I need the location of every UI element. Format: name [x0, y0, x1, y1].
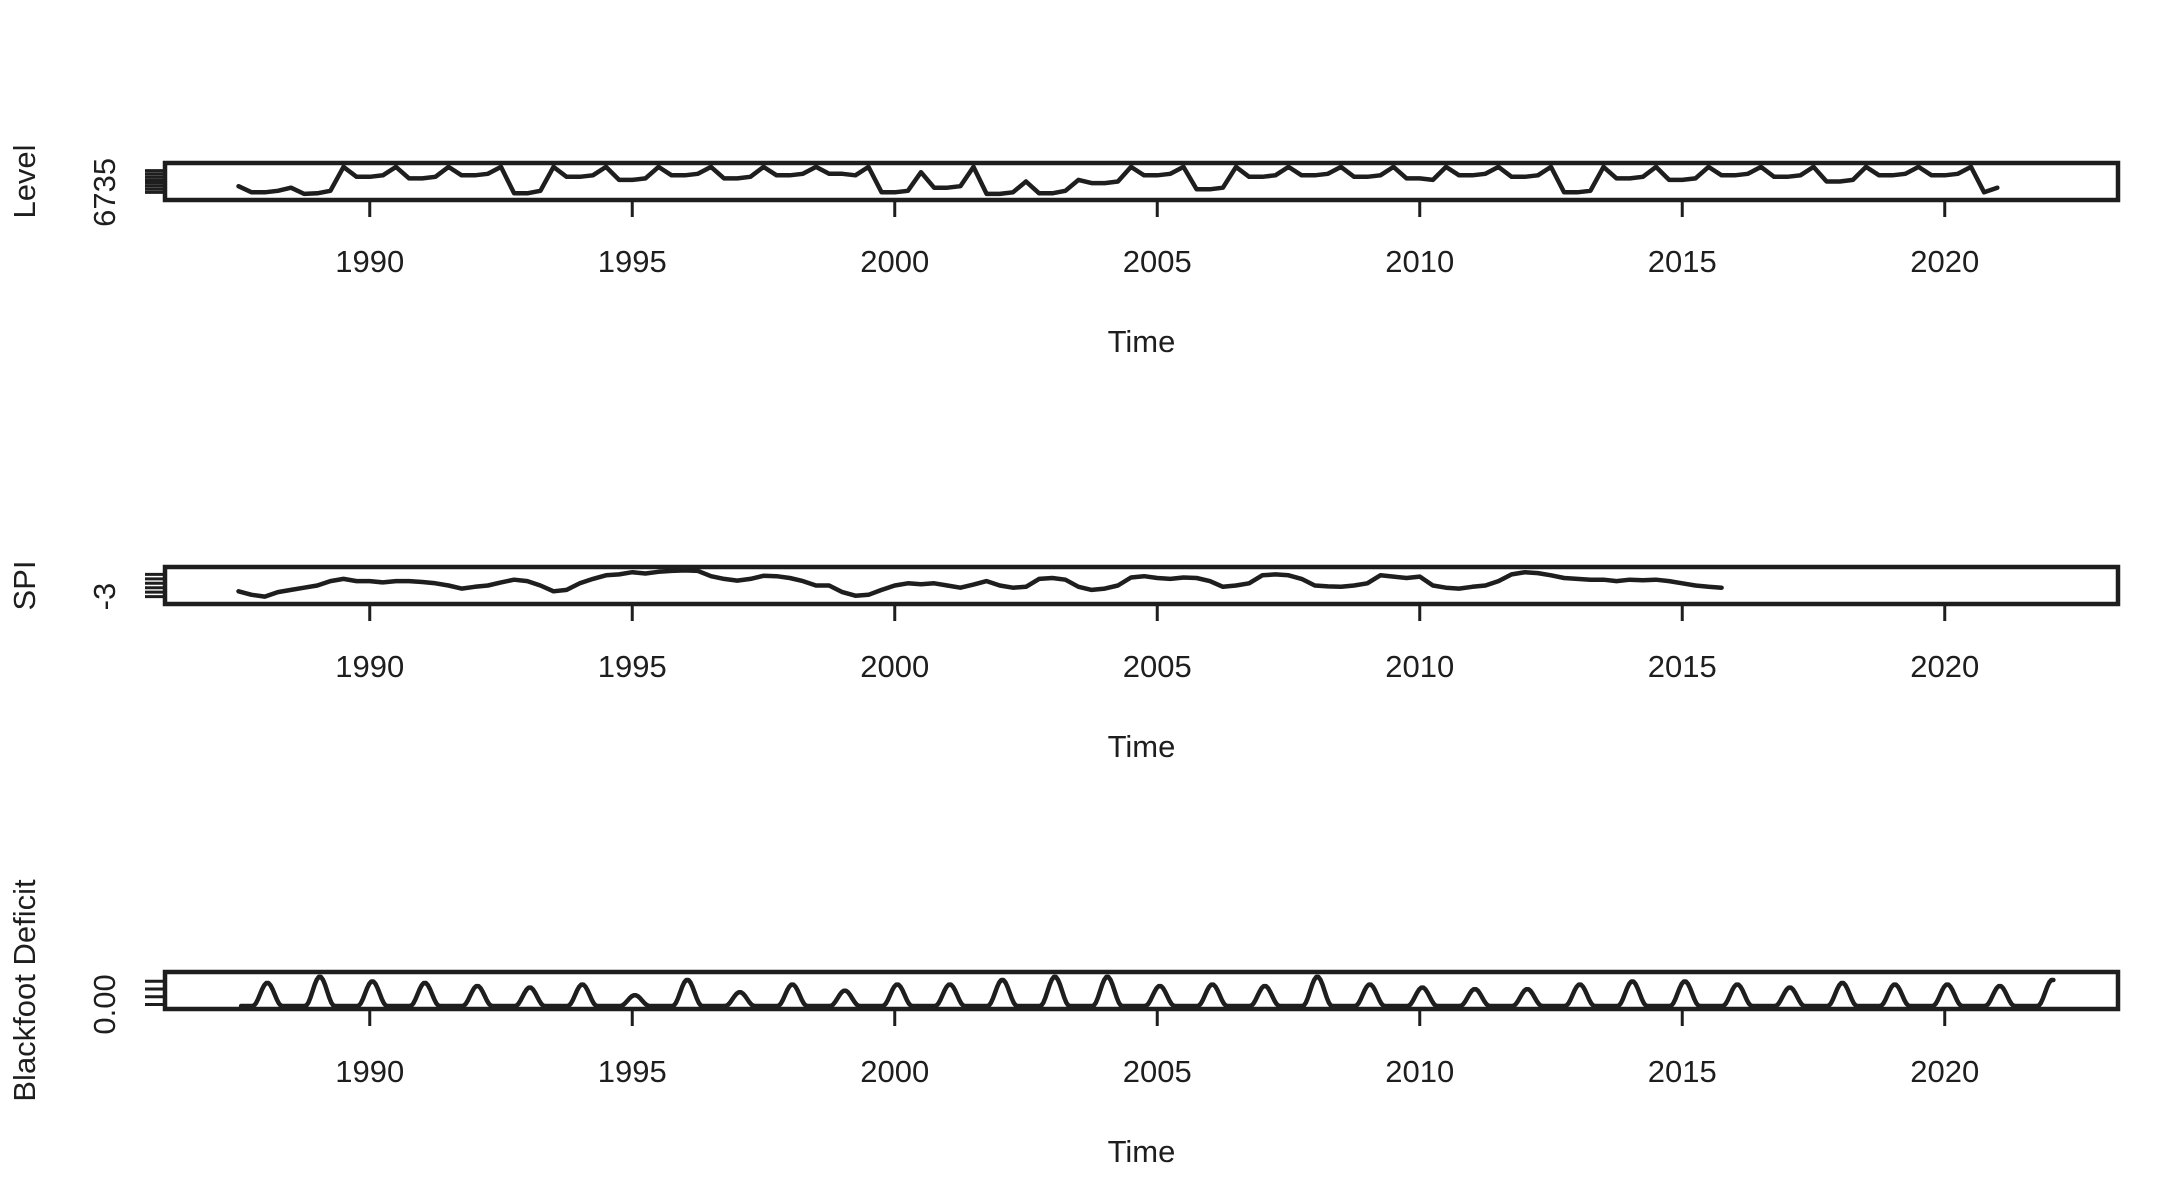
blackfoot-deficit-x-tick-label: 2020 — [1910, 1054, 1979, 1089]
blackfoot-deficit-x-tick-label: 2010 — [1385, 1054, 1454, 1089]
spi-y-tick-label: -3 — [87, 583, 122, 611]
spi-series-line — [236, 568, 1724, 599]
spi-y-axis-title: SPI — [7, 561, 42, 611]
blackfoot-deficit-y-tick-label: 0.00 — [87, 974, 122, 1034]
spi-x-tick-label: 2020 — [1910, 649, 1979, 684]
panel-spi: 1990 1995 2000 2005 2010 2015 2020 -3 Time SPI — [7, 561, 2121, 764]
level-x-tick-label: 2005 — [1123, 244, 1192, 279]
level-x-tick-label: 2010 — [1385, 244, 1454, 279]
level-x-axis-title: Time — [1108, 324, 1176, 359]
level-x-tick-label: 1995 — [598, 244, 667, 279]
level-x-tick-label: 2015 — [1648, 244, 1717, 279]
panel-level: 1990 1995 2000 2005 2010 2015 2020 6735 Time Leve… — [7, 144, 2121, 359]
level-y-tick-label: 6735 — [87, 158, 122, 227]
spi-x-tick-label: 2000 — [860, 649, 929, 684]
blackfoot-deficit-x-tick-label: 2000 — [860, 1054, 929, 1089]
blackfoot-deficit-x-tick-label: 2005 — [1123, 1054, 1192, 1089]
spi-x-tick-label: 2015 — [1648, 649, 1717, 684]
level-x-tick-label: 1990 — [335, 244, 404, 279]
level-plot-frame — [162, 160, 2121, 203]
blackfoot-deficit-series-line — [238, 974, 2056, 1009]
level-series-line — [236, 164, 2000, 197]
spi-x-tick-label: 2005 — [1123, 649, 1192, 684]
blackfoot-deficit-x-axis-title: Time — [1108, 1134, 1176, 1169]
level-x-tick-label: 2000 — [860, 244, 929, 279]
level-y-axis-title: Level — [7, 144, 42, 218]
blackfoot-deficit-x-tick-label: 2015 — [1648, 1054, 1717, 1089]
spi-x-tick-label: 1990 — [335, 649, 404, 684]
panel-blackfoot-deficit: 1990 1995 2000 2005 2010 2015 2020 0.00 Time Blac… — [7, 879, 2121, 1169]
spi-x-axis-title: Time — [1108, 729, 1176, 764]
blackfoot-deficit-x-tick-label: 1990 — [335, 1054, 404, 1089]
spi-plot-frame — [162, 564, 2121, 607]
blackfoot-deficit-plot-frame — [162, 969, 2121, 1012]
blackfoot-deficit-y-axis-title: Blackfoot Deficit — [7, 879, 42, 1102]
spi-x-tick-label: 1995 — [598, 649, 667, 684]
blackfoot-deficit-x-tick-label: 1995 — [598, 1054, 667, 1089]
spi-x-tick-label: 2010 — [1385, 649, 1454, 684]
level-x-tick-label: 2020 — [1910, 244, 1979, 279]
